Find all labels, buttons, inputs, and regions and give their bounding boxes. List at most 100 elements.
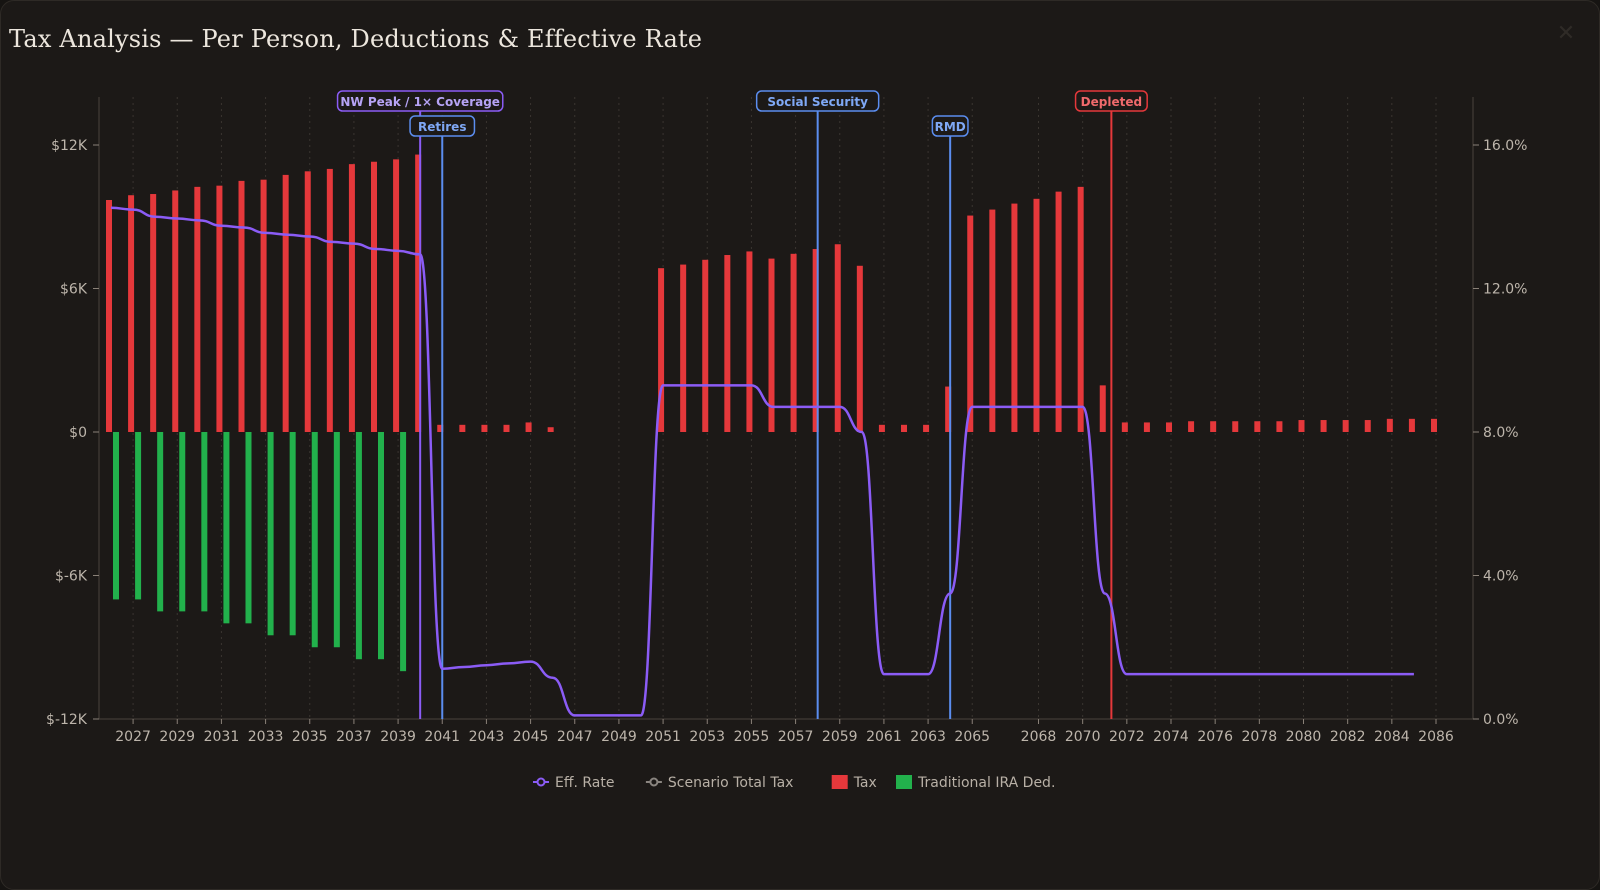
marker-label-box xyxy=(336,90,504,112)
x-tick-label: 2061 xyxy=(866,729,902,745)
deduction-bar xyxy=(289,432,296,636)
tax-bar xyxy=(437,424,444,432)
tax-bar xyxy=(790,253,797,432)
tax-bar xyxy=(812,249,819,432)
tax-bar xyxy=(724,255,731,432)
x-tick-label: 2068 xyxy=(1021,729,1057,745)
y-left-tick-label: $-12K xyxy=(46,712,88,728)
event-markers: NW Peak / 1× Coverage Retires Social Secur… xyxy=(336,90,1148,719)
tax-bar xyxy=(1121,422,1128,432)
tax-bar xyxy=(1143,422,1150,432)
tax-bar xyxy=(1320,420,1327,432)
x-tick-label: 2041 xyxy=(424,729,460,745)
tax-bar xyxy=(216,185,223,432)
legend-marker xyxy=(649,777,659,787)
x-tick-label: 2035 xyxy=(292,729,328,745)
x-tick-label: 2039 xyxy=(380,729,416,745)
x-tick-label: 2047 xyxy=(557,729,593,745)
x-tick-label: 2027 xyxy=(115,729,151,745)
legend-box-swatch xyxy=(896,775,912,789)
marker-label-box xyxy=(755,90,880,112)
tax-bar xyxy=(415,154,422,433)
marker-label-box xyxy=(409,115,476,137)
tax-bar xyxy=(1276,421,1283,432)
x-tick-label: 2072 xyxy=(1109,729,1145,745)
tax-bar xyxy=(923,424,930,432)
x-tick-label: 2049 xyxy=(601,729,637,745)
tax-bar xyxy=(1166,422,1172,432)
marker-label: Depleted xyxy=(1081,95,1142,109)
legend-box-swatch xyxy=(831,775,848,789)
tax-bar xyxy=(1188,421,1195,432)
tax-bar xyxy=(1408,418,1415,432)
marker-label: Retires xyxy=(418,120,466,134)
legend-label: Scenario Total Tax xyxy=(668,775,794,791)
tax-bar xyxy=(1077,186,1084,432)
x-tick-label: 2074 xyxy=(1153,729,1189,745)
x-tick-label: 2055 xyxy=(734,729,770,745)
legend: Eff. Rate Scenario Total Tax Tax Traditiona… xyxy=(533,775,1055,791)
tax-bar xyxy=(658,268,665,432)
marker-label: Social Security xyxy=(767,95,868,109)
tax-bar xyxy=(1033,198,1040,432)
legend-item: Eff. Rate xyxy=(533,775,615,791)
tax-bar xyxy=(1431,418,1437,432)
eff-rate-line xyxy=(110,206,1414,717)
tax-bar xyxy=(768,258,775,432)
tax-bar xyxy=(128,195,135,432)
tax-bar xyxy=(945,386,952,432)
tax-bar xyxy=(106,200,112,432)
y-right-tick-label: 16.0% xyxy=(1483,138,1527,154)
x-tick-label: 2059 xyxy=(822,729,858,745)
x-tick-label: 2051 xyxy=(645,729,681,745)
x-tick-label: 2070 xyxy=(1065,729,1101,745)
x-tick-label: 2031 xyxy=(204,729,240,745)
tax-bar xyxy=(1011,203,1018,432)
x-tick-label: 2043 xyxy=(469,729,505,745)
x-tick-label: 2080 xyxy=(1286,729,1322,745)
y-right-tick-label: 8.0% xyxy=(1483,425,1519,441)
y-right-tick-label: 0.0% xyxy=(1483,712,1519,728)
tax-bar xyxy=(1342,420,1349,432)
deduction-bar xyxy=(245,432,252,624)
tax-bar xyxy=(746,251,753,432)
tax-bar xyxy=(1298,420,1305,432)
x-tick-label: 2082 xyxy=(1330,729,1366,745)
page-title: Tax Analysis — Per Person, Deductions & … xyxy=(9,25,703,53)
tax-bar xyxy=(1386,418,1393,432)
deduction-bar xyxy=(157,432,164,612)
tax-bar xyxy=(547,427,554,432)
deduction-bar xyxy=(267,432,274,636)
tax-bar xyxy=(901,424,907,432)
x-tick-label: 2076 xyxy=(1197,729,1233,745)
close-icon[interactable]: ✕ xyxy=(1556,21,1576,46)
tax-bar xyxy=(1099,385,1106,432)
tax-bar xyxy=(304,171,311,432)
y-right-tick-label: 4.0% xyxy=(1483,569,1519,585)
x-tick-label: 2086 xyxy=(1418,729,1454,745)
tax-bar xyxy=(525,422,532,432)
marker-label-box xyxy=(1074,90,1148,112)
tax-bar xyxy=(260,179,267,432)
y-left-tick-label: $6K xyxy=(60,282,88,298)
tax-bar xyxy=(194,186,201,432)
deduction-bar xyxy=(400,432,407,672)
tax-bar xyxy=(834,244,841,432)
tax-bar xyxy=(150,194,157,432)
marker-label: RMD xyxy=(935,120,966,134)
deduction-bar xyxy=(355,432,362,660)
tax-bar xyxy=(326,168,333,432)
tax-bar xyxy=(238,180,245,432)
x-tick-label: 2084 xyxy=(1374,729,1410,745)
deduction-bar xyxy=(179,432,186,612)
legend-label: Traditional IRA Ded. xyxy=(917,775,1055,791)
x-tick-label: 2057 xyxy=(778,729,814,745)
tax-bar xyxy=(1055,191,1062,432)
deduction-bar xyxy=(201,432,208,612)
x-tick-label: 2065 xyxy=(954,729,990,745)
tax-bar xyxy=(1364,420,1371,432)
x-tick-label: 2053 xyxy=(689,729,725,745)
legend-label: Eff. Rate xyxy=(555,775,615,791)
